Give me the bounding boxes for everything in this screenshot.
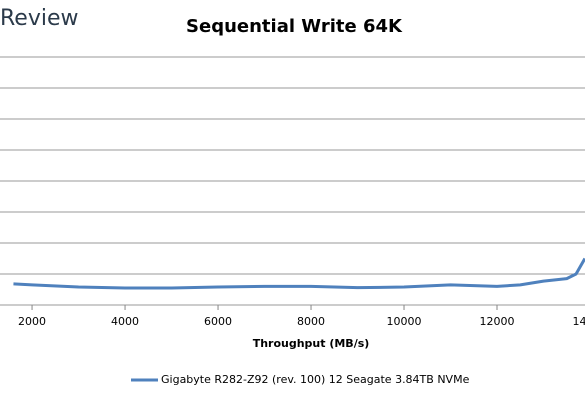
x-tick-label: 2000 — [18, 315, 46, 328]
x-tick-label: 14000 — [573, 315, 585, 328]
x-tick-label: 10000 — [387, 315, 422, 328]
x-axis-title: Throughput (MB/s) — [253, 337, 370, 350]
legend: Gigabyte R282-Z92 (rev. 100) 12 Seagate … — [131, 373, 470, 386]
data-line — [13, 257, 585, 290]
x-tick-label: 4000 — [111, 315, 139, 328]
chart-title: Sequential Write 64K — [186, 16, 403, 37]
x-tick-label: 12000 — [480, 315, 515, 328]
legend-label: Gigabyte R282-Z92 (rev. 100) 12 Seagate … — [161, 373, 470, 386]
x-tick-label: 6000 — [204, 315, 232, 328]
brand-logo: Review — [0, 6, 79, 31]
x-tick-label: 8000 — [297, 315, 325, 328]
